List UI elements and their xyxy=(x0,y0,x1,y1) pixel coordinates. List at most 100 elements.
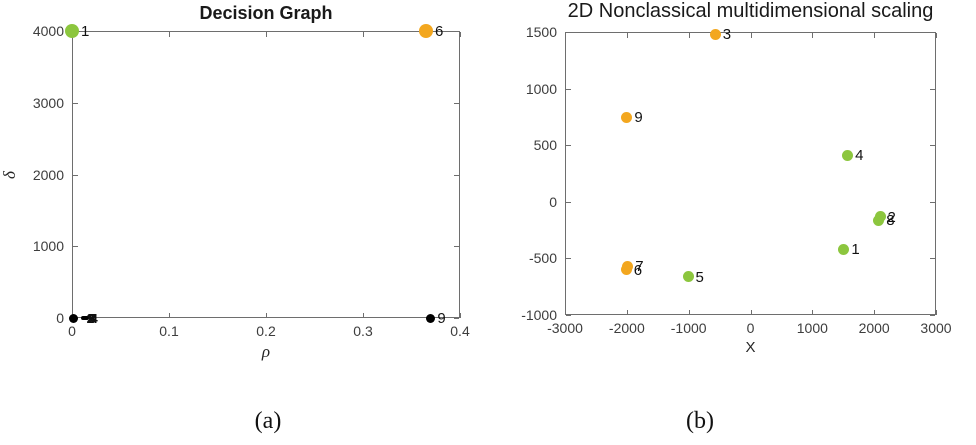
x-tick-label: 0 xyxy=(746,320,755,336)
data-point xyxy=(620,264,632,276)
y-tick-right xyxy=(930,315,935,316)
x-tick-label: -3000 xyxy=(547,320,583,336)
y-tick-right xyxy=(454,102,459,104)
data-point xyxy=(65,24,79,38)
x-tick-label: 3000 xyxy=(920,320,952,336)
data-point xyxy=(426,313,436,323)
x-tick-label: 0.3 xyxy=(353,323,373,339)
point-label: 6 xyxy=(633,261,643,279)
y-tick-right xyxy=(930,88,935,90)
point-label: 9 xyxy=(437,310,446,327)
x-tick xyxy=(626,310,628,315)
y-tick-right xyxy=(930,201,935,203)
data-point xyxy=(82,316,87,320)
y-tick-label: -1000 xyxy=(521,307,557,323)
y-tick-right xyxy=(930,145,935,147)
x-tick-top xyxy=(936,33,937,38)
point-label: 7 xyxy=(89,311,97,326)
x-tick xyxy=(874,310,876,315)
x-tick xyxy=(936,310,937,315)
y-tick xyxy=(566,201,571,203)
y-tick xyxy=(566,145,571,147)
x-tick-label: 2000 xyxy=(858,320,890,336)
x-axis-label: X xyxy=(745,339,756,356)
y-tick-right xyxy=(930,258,935,260)
x-tick-label: 0.2 xyxy=(256,323,276,339)
point-label: 5 xyxy=(695,268,704,286)
x-tick xyxy=(812,310,814,315)
x-tick-top xyxy=(626,33,628,38)
x-tick-label: -2000 xyxy=(608,320,645,336)
point-label: 1 xyxy=(851,241,860,259)
data-point xyxy=(419,24,434,38)
y-tick-label: 1000 xyxy=(32,238,64,255)
x-tick-label: 0.1 xyxy=(159,323,179,339)
point-label: 6 xyxy=(435,23,444,40)
point-label: 3 xyxy=(88,311,96,326)
point-label: 8 xyxy=(88,311,96,326)
y-tick-label: 1000 xyxy=(525,80,557,97)
y-tick xyxy=(566,258,571,260)
x-tick xyxy=(750,310,752,315)
y-tick xyxy=(566,315,571,316)
point-label: 2 xyxy=(887,208,896,226)
caption-b: (b) xyxy=(686,408,714,434)
data-point xyxy=(842,149,854,161)
plot-area xyxy=(565,32,936,315)
x-tick-top xyxy=(460,32,461,37)
x-tick xyxy=(460,313,461,318)
y-axis-label: δ xyxy=(0,170,19,179)
point-label: 4 xyxy=(90,311,98,326)
x-tick-top xyxy=(169,32,170,37)
y-tick xyxy=(73,174,78,176)
data-point xyxy=(69,313,79,323)
data-point xyxy=(621,111,633,123)
x-tick-label: -1000 xyxy=(670,320,707,336)
x-axis-label: ρ xyxy=(261,342,271,361)
x-tick-top xyxy=(266,32,267,37)
point-label: 8 xyxy=(886,212,895,230)
x-tick-label: 0 xyxy=(68,323,76,339)
data-point xyxy=(873,214,885,226)
y-tick-label: 1500 xyxy=(525,24,557,40)
y-tick xyxy=(566,88,571,90)
x-tick-top xyxy=(874,33,876,38)
point-label: 1 xyxy=(81,23,90,40)
data-point xyxy=(838,243,850,255)
plot-area xyxy=(72,31,460,318)
data-point xyxy=(682,271,694,282)
chart-title: 2D Nonclassical multidimensional scaling xyxy=(567,0,934,22)
y-tick-label: 3000 xyxy=(32,94,64,111)
y-tick-right xyxy=(454,246,459,248)
y-tick-label: -500 xyxy=(528,250,557,267)
y-tick-label: 4000 xyxy=(32,23,64,39)
x-tick xyxy=(363,313,364,318)
point-label: 2 xyxy=(86,311,94,326)
x-tick xyxy=(565,310,566,315)
caption-a: (a) xyxy=(254,408,282,434)
y-tick-right xyxy=(454,318,459,319)
point-label: 7 xyxy=(635,258,644,276)
chart-title: Decision Graph xyxy=(199,3,333,23)
mds-scatter-panel: 2D Nonclassical multidimensional scaling… xyxy=(488,0,976,400)
x-tick xyxy=(266,313,267,318)
x-tick xyxy=(688,310,690,315)
x-tick-top xyxy=(565,33,566,38)
x-tick-label: 0.4 xyxy=(450,323,470,339)
x-tick-top xyxy=(363,32,364,37)
y-tick-right xyxy=(930,32,935,33)
point-label: 5 xyxy=(87,311,95,326)
point-label: 9 xyxy=(634,109,643,127)
point-label: 4 xyxy=(855,147,864,165)
y-tick-label: 0 xyxy=(549,193,557,210)
x-tick xyxy=(169,313,170,318)
x-tick-top xyxy=(688,33,690,38)
decision-graph-panel: Decision Graph δ ρ 0 0.1 0.2 0.3 0.4 0 1000 200… xyxy=(0,0,488,400)
y-tick xyxy=(73,102,78,104)
y-tick xyxy=(566,32,571,33)
data-point xyxy=(709,28,721,40)
x-tick-label: 1000 xyxy=(796,320,828,336)
y-tick-label: 0 xyxy=(56,310,64,326)
x-tick-top xyxy=(750,33,752,38)
